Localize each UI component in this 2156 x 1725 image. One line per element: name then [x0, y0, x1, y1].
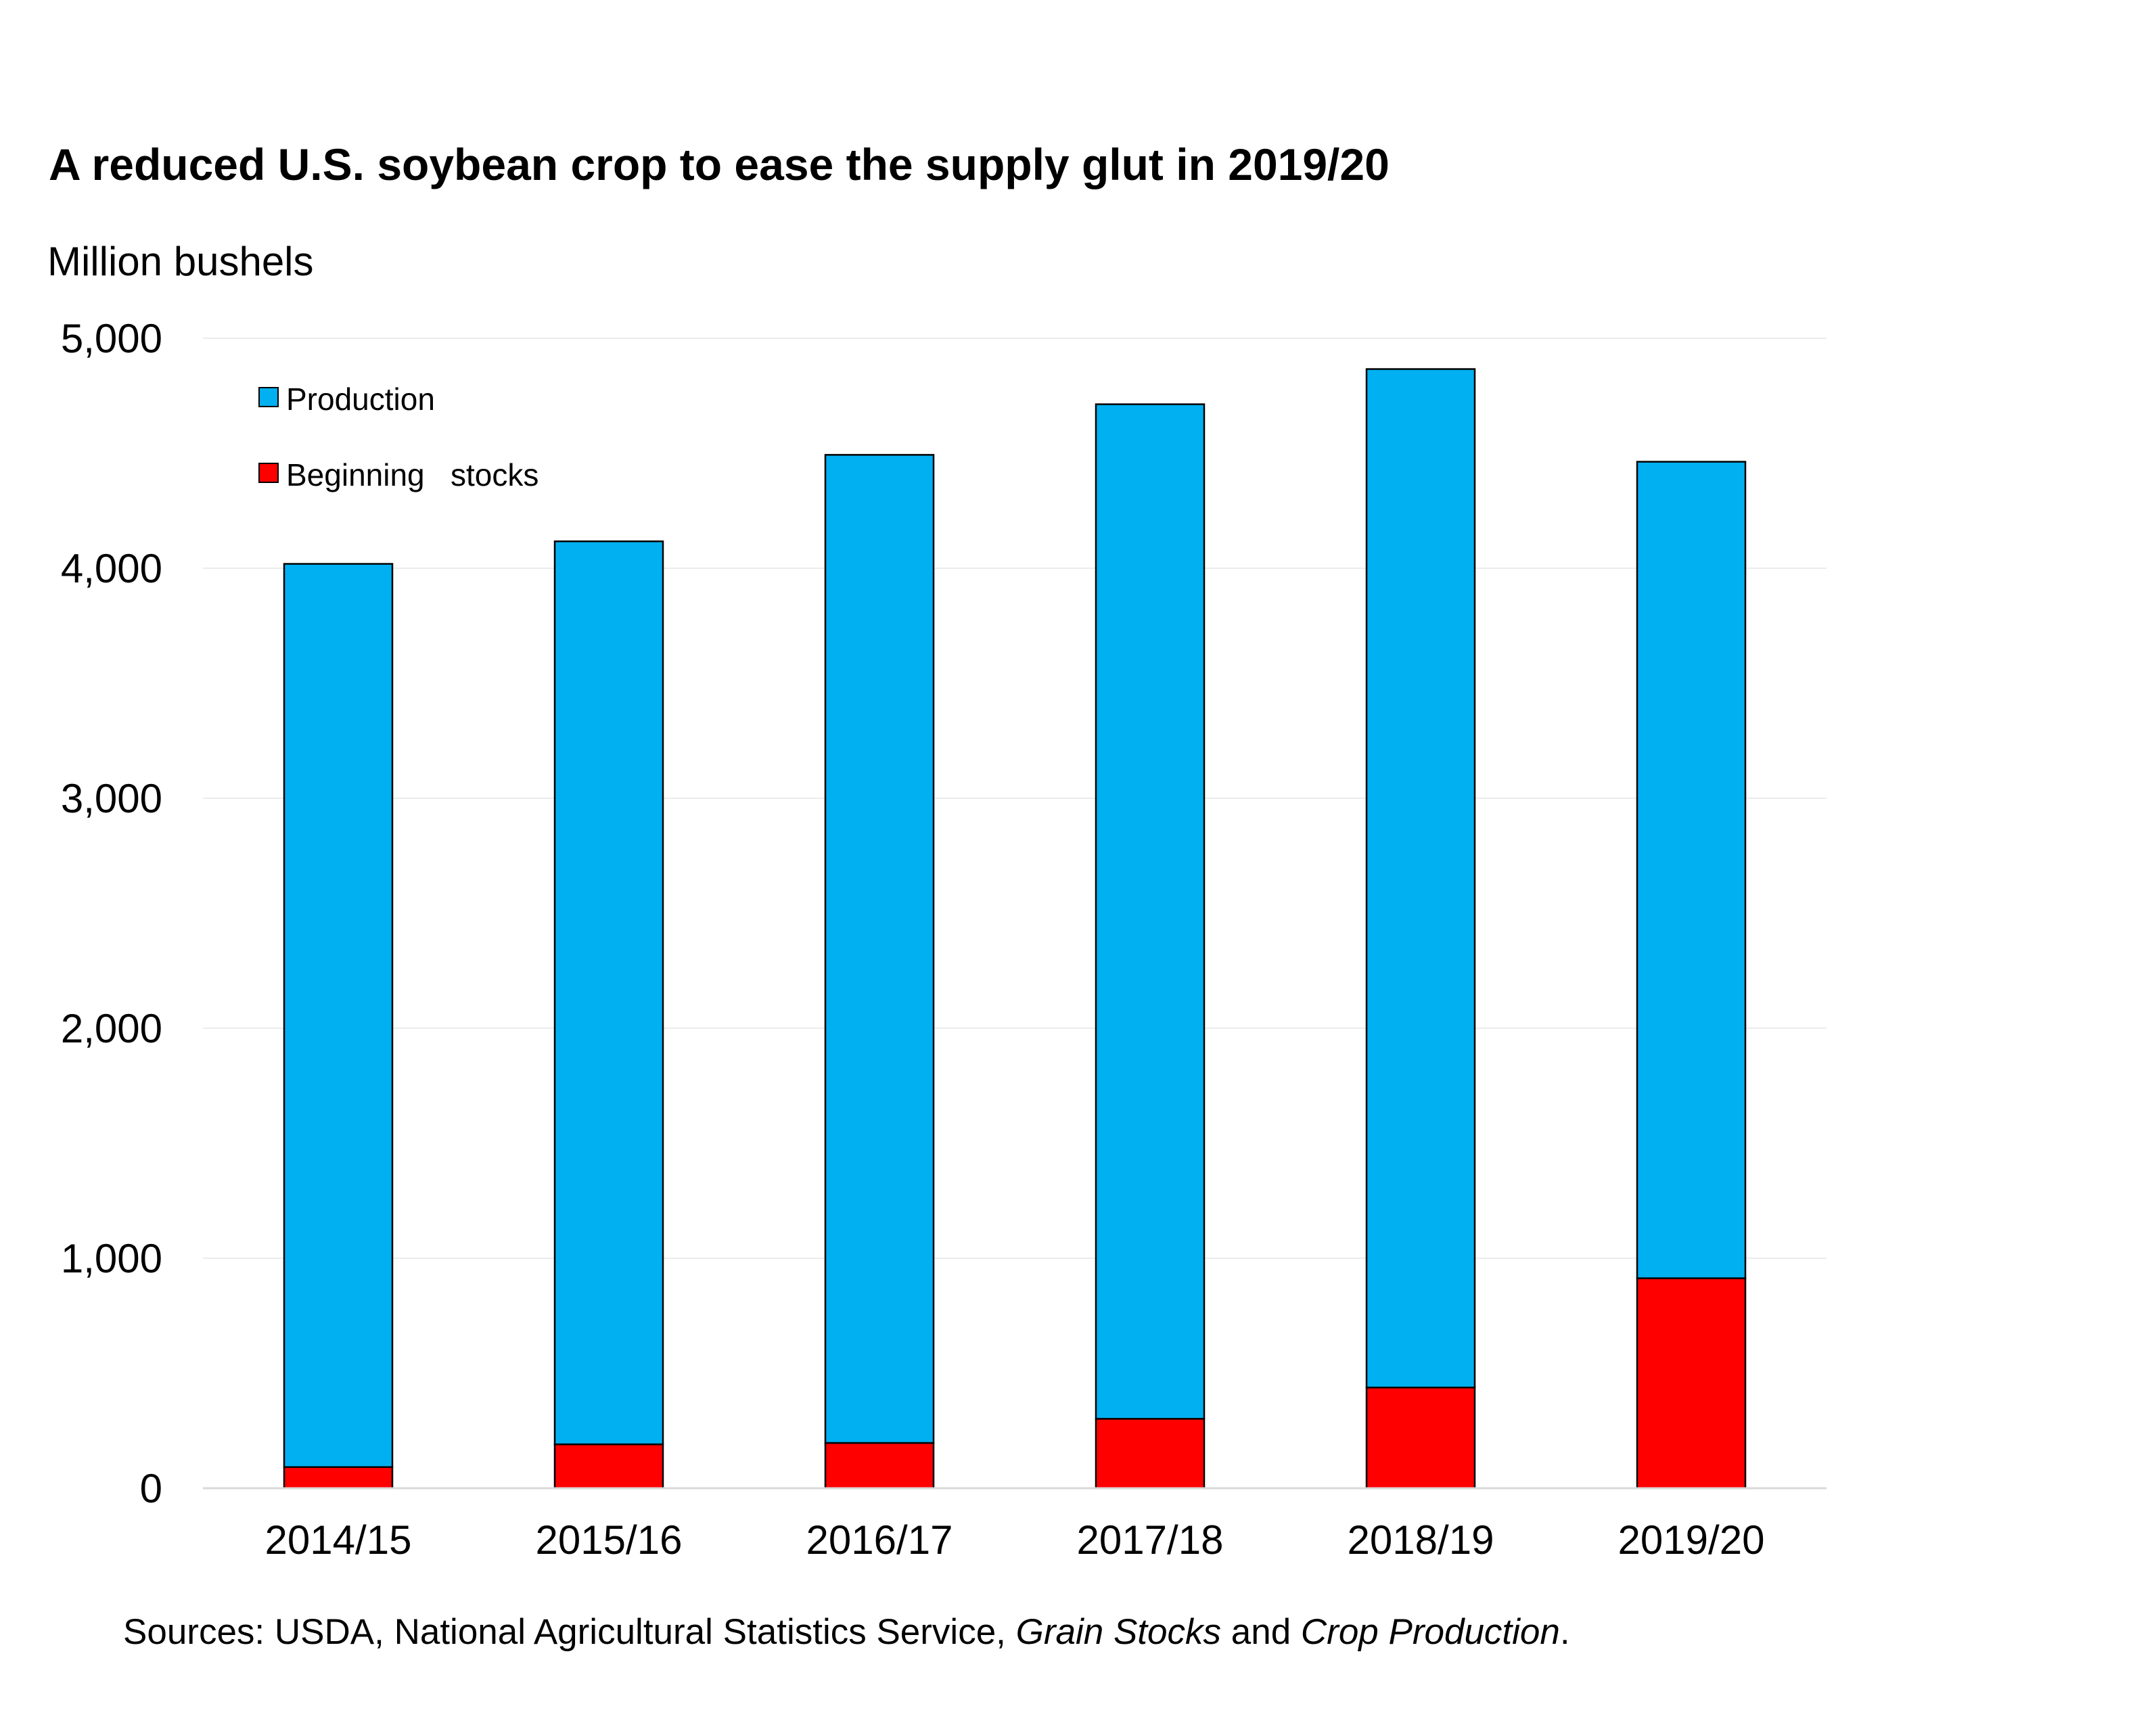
legend: Production Beginning stocks — [258, 382, 538, 492]
legend-swatch-production — [258, 387, 279, 407]
legend-label-production: Production — [286, 382, 435, 417]
x-tick-label: 2017/18 — [1077, 1517, 1224, 1563]
y-tick-label: 1,000 — [61, 1236, 162, 1281]
source-prefix: Sources: USDA, National Agricultural Sta… — [123, 1612, 1016, 1652]
bar-beginning-stocks — [1365, 1386, 1476, 1490]
x-tick-label: 2019/20 — [1618, 1517, 1765, 1563]
bar-production — [1095, 403, 1206, 1420]
chart-title: A reduced U.S. soybean crop to ease the … — [49, 139, 1390, 189]
source-grain-stocks: Grain Stocks — [1015, 1612, 1222, 1652]
bar-beginning-stocks — [824, 1442, 935, 1490]
x-axis-ticks: 2014/15 2015/16 2016/17 2017/18 2018/19 2019/… — [265, 1517, 1765, 1563]
legend-swatch-beginning-stocks — [258, 463, 279, 483]
bar-production — [283, 563, 394, 1468]
bar-beginning-stocks — [1636, 1277, 1747, 1490]
bar-production — [553, 540, 664, 1446]
x-tick-label: 2016/17 — [806, 1517, 953, 1563]
x-tick-label: 2014/15 — [265, 1517, 412, 1563]
bar-beginning-stocks — [283, 1466, 394, 1490]
source-and: and — [1221, 1612, 1301, 1652]
y-axis-unit-label: Million bushels — [47, 239, 314, 284]
source-note: Sources: USDA, National Agricultural Sta… — [123, 1611, 1570, 1653]
x-tick-label: 2015/16 — [536, 1517, 683, 1563]
source-crop-production: Crop Production — [1300, 1612, 1560, 1652]
x-tick-label: 2018/19 — [1348, 1517, 1494, 1563]
y-axis-ticks: 0 1,000 2,000 3,000 4,000 5,000 — [61, 316, 162, 1511]
bar-production — [1365, 368, 1476, 1389]
y-tick-label: 5,000 — [61, 316, 162, 361]
y-tick-label: 2,000 — [61, 1006, 162, 1051]
legend-label-beginning-stocks: Beginning stocks — [286, 457, 538, 492]
y-tick-label: 4,000 — [61, 546, 162, 591]
bar-beginning-stocks — [1095, 1418, 1206, 1490]
y-tick-label: 3,000 — [61, 776, 162, 821]
bars — [283, 368, 1747, 1490]
bar-production — [824, 454, 935, 1444]
gridlines — [203, 338, 1827, 1259]
source-period: . — [1559, 1612, 1570, 1652]
bar-beginning-stocks — [553, 1443, 664, 1490]
y-tick-label: 0 — [140, 1466, 162, 1511]
bar-production — [1636, 461, 1747, 1279]
